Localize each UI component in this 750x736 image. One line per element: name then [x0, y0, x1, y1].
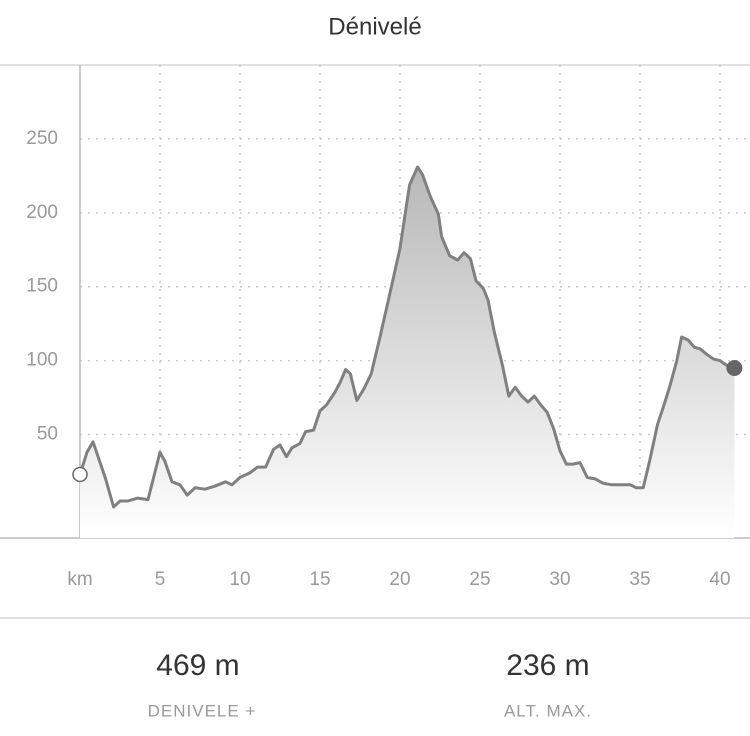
- x-tick-label: 15: [309, 569, 330, 590]
- x-tick-label: 20: [389, 569, 410, 590]
- x-tick-label: 30: [549, 569, 570, 590]
- line: [78, 165, 735, 509]
- x-tick-label: 25: [469, 569, 490, 590]
- x-tick-label: 10: [229, 569, 250, 590]
- x-tick-label: 35: [629, 569, 650, 590]
- title: Dénivelé: [328, 13, 421, 40]
- y-tick-label: 200: [26, 202, 58, 223]
- y-tick-label: 150: [26, 276, 58, 297]
- stat-label: ALT. MAX.: [504, 701, 592, 720]
- x-tick-label: km: [67, 569, 92, 590]
- end-marker: [726, 360, 743, 377]
- x-tick-label: 5: [155, 569, 166, 590]
- stat-value: 236 m: [506, 649, 589, 682]
- y-tick-label: 250: [26, 128, 58, 149]
- stat-value: 469 m: [156, 649, 239, 682]
- x-tick-label: 40: [709, 569, 730, 590]
- start-marker: [72, 466, 88, 483]
- y-tick-label: 50: [37, 424, 58, 445]
- stat-label: DENIVELE +: [148, 701, 257, 720]
- area: [80, 167, 735, 538]
- y-tick-label: 100: [26, 350, 58, 371]
